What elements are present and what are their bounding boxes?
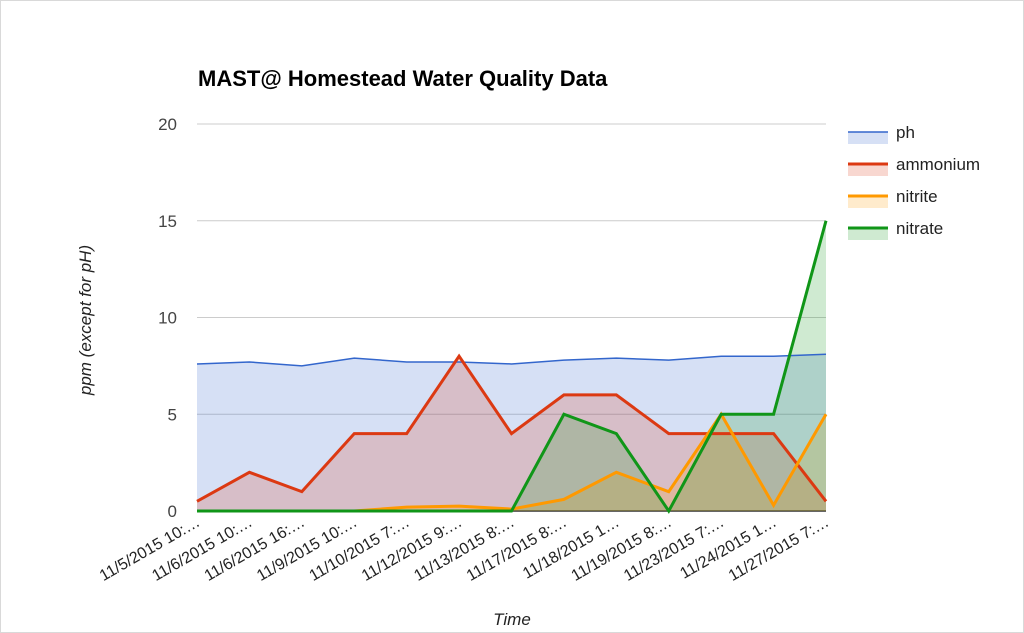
legend-swatch xyxy=(848,228,888,240)
legend-item-nitrite: nitrite xyxy=(848,187,938,208)
series-line-ph xyxy=(196,353,827,367)
series-lines xyxy=(196,220,828,514)
y-tick-label: 0 xyxy=(168,502,177,521)
legend-label: ammonium xyxy=(896,155,980,174)
series-line-nitrate xyxy=(197,220,828,514)
legend-label: nitrite xyxy=(896,187,938,206)
legend-swatch xyxy=(848,132,888,144)
series-areas xyxy=(197,220,826,511)
y-tick-label: 15 xyxy=(158,212,177,231)
y-tick-label: 10 xyxy=(158,309,177,328)
chart-title: MAST@ Homestead Water Quality Data xyxy=(198,66,608,91)
y-axis-ticks: 0 5 10 15 20 xyxy=(158,115,177,521)
x-axis-ticks: 11/5/2015 10:…11/6/2015 10:…11/6/2015 16… xyxy=(97,514,832,585)
series-line-ammonium xyxy=(196,353,828,503)
legend-item-nitrate: nitrate xyxy=(848,219,943,240)
legend-item-ammonium: ammonium xyxy=(848,155,980,176)
legend: ph ammonium nitrite nitrate xyxy=(848,123,980,240)
y-axis-label: ppm (except for pH) xyxy=(76,245,95,396)
y-tick-label: 5 xyxy=(168,405,177,424)
series-area-nitrate xyxy=(197,220,826,511)
series-area-nitrite xyxy=(197,414,826,511)
legend-swatch xyxy=(848,196,888,208)
x-axis-label: Time xyxy=(493,610,531,629)
legend-label: ph xyxy=(896,123,915,142)
legend-item-ph: ph xyxy=(848,123,915,144)
legend-label: nitrate xyxy=(896,219,943,238)
y-tick-label: 20 xyxy=(158,115,177,134)
legend-swatch xyxy=(848,164,888,176)
